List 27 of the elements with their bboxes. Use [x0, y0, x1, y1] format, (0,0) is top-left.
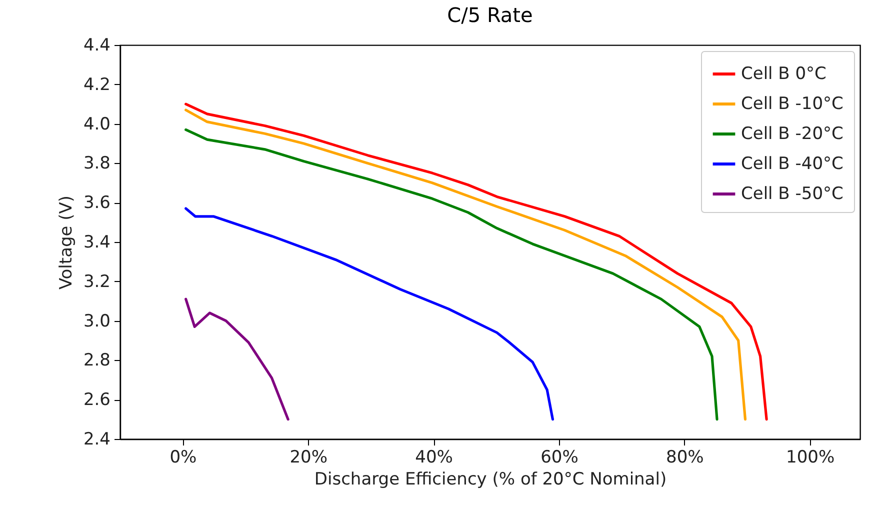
line-series — [184, 207, 554, 421]
line-series — [184, 298, 290, 421]
y-tick-label: 2.6 — [83, 390, 110, 410]
x-axis-title: Discharge Efficiency (% of 20°C Nominal) — [314, 470, 667, 490]
x-tick-label: 40% — [415, 448, 453, 468]
y-tick-label: 3.6 — [83, 193, 110, 214]
y-axis-title: Voltage (V) — [56, 195, 76, 290]
y-tick-label: 4.4 — [83, 36, 110, 56]
y-tick-label: 3.8 — [83, 154, 110, 174]
legend-label: Cell B -10°C — [741, 94, 844, 114]
legend-label: Cell B -50°C — [741, 184, 844, 204]
y-tick-label: 3.0 — [83, 311, 110, 332]
legend-label: Cell B 0°C — [741, 64, 826, 84]
x-tick-label: 20% — [290, 448, 328, 468]
y-tick-label: 2.8 — [83, 350, 110, 371]
y-tick-label: 3.4 — [83, 232, 110, 252]
x-tick-label: 80% — [666, 448, 704, 468]
legend-label: Cell B -20°C — [741, 124, 844, 144]
x-tick-label: 100% — [786, 448, 835, 468]
x-tick-label: 60% — [540, 448, 578, 468]
x-tick-label: 0% — [170, 448, 197, 468]
y-tick-label: 2.4 — [83, 430, 110, 450]
chart-title: C/5 Rate — [447, 3, 533, 27]
legend-label: Cell B -40°C — [741, 154, 844, 174]
y-tick-label: 4.2 — [83, 74, 110, 95]
y-tick-label: 4.0 — [83, 114, 110, 134]
y-tick-label: 3.2 — [83, 272, 110, 292]
